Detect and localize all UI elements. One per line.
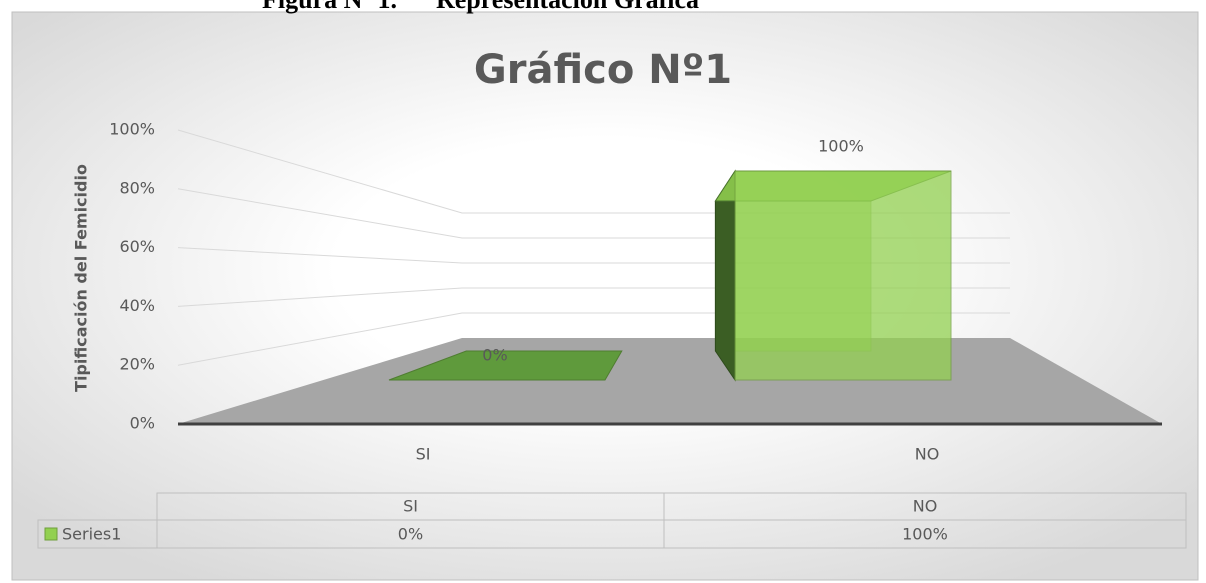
data-label: 100% (818, 137, 864, 156)
x-tick-label: SI (416, 445, 431, 464)
chart-title: Gráfico Nº1 (474, 47, 732, 93)
y-tick-label: 40% (119, 296, 155, 315)
chart-area (11, 11, 1199, 581)
y-tick-label: 80% (119, 178, 155, 197)
bar-top (388, 350, 623, 381)
table-header: SI (403, 497, 418, 516)
bars (388, 169, 952, 382)
data-table: Series1 SI 0% NO 100% (37, 492, 1187, 549)
caption: Figura Nº 1. Representación Gráfica (262, 0, 699, 14)
table-header: NO (913, 497, 938, 516)
y-tick-label: 20% (119, 355, 155, 374)
y-tick-label: 100% (109, 120, 155, 139)
bar-side (714, 169, 736, 382)
legend-label: Series1 (62, 525, 121, 544)
bar-front (734, 170, 952, 381)
table-data-row (37, 519, 1187, 549)
table-value: 100% (902, 525, 948, 544)
y-tick-label: 60% (119, 237, 155, 256)
table-value: 0% (398, 525, 423, 544)
data-label: 0% (482, 346, 507, 365)
x-tick-label: NO (915, 445, 940, 464)
legend-swatch (44, 527, 58, 541)
y-tick-label: 0% (130, 414, 155, 433)
y-axis-label: Tipificación del Femicidio (72, 164, 91, 392)
